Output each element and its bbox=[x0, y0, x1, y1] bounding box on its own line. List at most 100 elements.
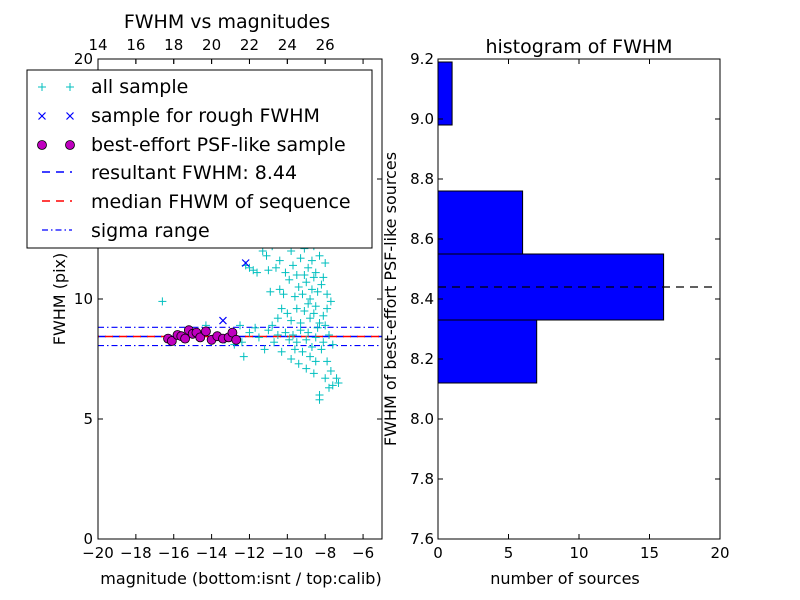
all-sample-point bbox=[304, 263, 313, 272]
histogram-x-tick-label: 5 bbox=[504, 544, 514, 562]
scatter-reference-lines bbox=[98, 326, 382, 347]
all-sample-point bbox=[289, 261, 298, 270]
all-sample-point bbox=[300, 307, 309, 315]
legend-label-median: median FHWM of sequence bbox=[91, 191, 351, 213]
all-sample-point bbox=[306, 295, 315, 303]
all-sample-point bbox=[323, 304, 332, 313]
all-sample-point bbox=[283, 309, 292, 318]
legend-label-rough-fwhm: sample for rough FWHM bbox=[91, 105, 320, 127]
all-sample-point bbox=[309, 273, 318, 282]
all-sample-point bbox=[309, 309, 318, 318]
histogram-y-tick-label: 7.8 bbox=[410, 470, 434, 488]
all-sample-point bbox=[260, 345, 269, 354]
rough-fwhm-point bbox=[219, 316, 227, 325]
scatter-x-tick-label: −10 bbox=[272, 544, 304, 562]
legend-label-sigma: sigma range bbox=[91, 220, 210, 242]
histogram-y-tick-label: 8.4 bbox=[410, 290, 434, 308]
all-sample-point bbox=[254, 333, 263, 342]
all-sample-point bbox=[253, 268, 262, 277]
all-sample-point bbox=[313, 323, 322, 332]
histogram-bar bbox=[437, 319, 538, 384]
all-sample-point bbox=[296, 319, 305, 327]
scatter-top-tick-label: 22 bbox=[240, 36, 259, 54]
all-sample-point bbox=[158, 297, 167, 306]
legend-plus-b bbox=[66, 83, 74, 91]
legend-entry-resultant: resultant FWHM: 8.44 bbox=[42, 162, 297, 184]
scatter-title: FWHM vs magnitudes bbox=[124, 11, 330, 33]
histogram-ticks: 0 5 10 15 20 7.6 7.8 8.0 8.2 8.4 8.6 8.8 9.0 9.2 bbox=[410, 50, 729, 562]
all-sample-point bbox=[277, 347, 286, 356]
legend-entry-psf-like: best-effort PSF-like sample bbox=[37, 134, 346, 156]
legend-label-psf-like: best-effort PSF-like sample bbox=[91, 134, 346, 156]
all-sample-point bbox=[324, 331, 333, 339]
legend-circle-a bbox=[37, 140, 47, 150]
scatter-top-tick-label: 16 bbox=[126, 36, 145, 54]
all-sample-point bbox=[245, 328, 254, 337]
all-sample-point bbox=[296, 254, 305, 263]
legend-x-a-d2 bbox=[38, 112, 46, 120]
all-sample-point bbox=[271, 263, 280, 272]
all-sample-point bbox=[328, 381, 337, 390]
scatter-y-tick-label: 10 bbox=[74, 290, 93, 308]
histogram-bar bbox=[437, 61, 453, 126]
legend-x-marker bbox=[38, 112, 74, 120]
legend-x-a bbox=[38, 112, 46, 120]
legend-x-b bbox=[66, 112, 74, 120]
all-sample-point bbox=[313, 287, 322, 296]
all-sample-point bbox=[281, 328, 290, 337]
legend-label-resultant: resultant FWHM: 8.44 bbox=[91, 162, 297, 184]
all-sample-point bbox=[304, 328, 313, 337]
scatter-x-axis-label: magnitude (bottom:isnt / top:calib) bbox=[100, 569, 381, 588]
all-sample-point bbox=[315, 395, 324, 404]
all-sample-point bbox=[285, 275, 294, 284]
all-sample-point bbox=[321, 321, 330, 330]
histogram-x-tick-label: 20 bbox=[710, 544, 729, 562]
scatter-y-axis-label: FWHM (pix) bbox=[50, 253, 69, 346]
all-sample-point bbox=[334, 379, 343, 387]
all-sample-point bbox=[323, 357, 332, 366]
legend-entry-median: median FHWM of sequence bbox=[42, 191, 351, 213]
psf-like-point bbox=[166, 336, 177, 346]
psf-like-point bbox=[201, 326, 211, 337]
legend-plus-a bbox=[38, 83, 46, 91]
all-sample-point bbox=[262, 251, 271, 260]
histogram-y-tick-label: 8.6 bbox=[410, 230, 434, 248]
scatter-top-tick-label: 26 bbox=[316, 36, 335, 54]
all-sample-point bbox=[273, 331, 282, 339]
histogram-x-axis-label: number of sources bbox=[490, 569, 640, 588]
all-sample-point bbox=[326, 297, 335, 306]
all-sample-point bbox=[304, 299, 313, 308]
legend-entry-all-sample: all sample bbox=[38, 76, 188, 98]
all-sample-point bbox=[273, 314, 282, 323]
all-sample-point bbox=[281, 268, 290, 277]
all-sample-point bbox=[268, 321, 277, 330]
histogram-y-tick-label: 9.2 bbox=[410, 50, 434, 68]
all-sample-point bbox=[290, 292, 299, 301]
scatter-panel: FWHM vs magnitudes −20 −18 −16 −14 −12 −10 −8−… bbox=[26, 11, 383, 588]
all-sample-point bbox=[302, 335, 311, 344]
all-sample-point bbox=[298, 290, 307, 299]
scatter-x-tick-label: −14 bbox=[196, 544, 228, 562]
all-sample-point bbox=[307, 285, 316, 294]
all-sample-point bbox=[302, 278, 311, 287]
all-sample-point bbox=[317, 280, 326, 289]
psf-like-point bbox=[231, 334, 242, 345]
all-sample-point bbox=[311, 333, 320, 342]
all-sample-point bbox=[292, 271, 301, 279]
all-sample-point bbox=[279, 290, 288, 299]
all-sample-point bbox=[302, 364, 311, 373]
all-sample-point bbox=[287, 355, 296, 363]
scatter-top-tick-label: 20 bbox=[202, 36, 221, 54]
all-sample-point bbox=[275, 285, 284, 294]
legend-entry-rough-fwhm: sample for rough FWHM bbox=[38, 105, 320, 127]
all-sample-point bbox=[311, 357, 320, 366]
scatter-top-tick-label: 18 bbox=[164, 36, 183, 54]
all-sample-point bbox=[321, 259, 330, 267]
rough-fwhm-point-d2 bbox=[219, 316, 227, 325]
rough-fwhm-point bbox=[241, 259, 250, 267]
scatter-x-tick-label: −18 bbox=[120, 544, 152, 562]
legend-x-b-d2 bbox=[66, 112, 74, 120]
legend-circle-b bbox=[65, 140, 75, 150]
all-sample-point bbox=[311, 268, 320, 277]
scatter-legend: all sample sample for rough FWHM best-ef… bbox=[26, 69, 373, 249]
